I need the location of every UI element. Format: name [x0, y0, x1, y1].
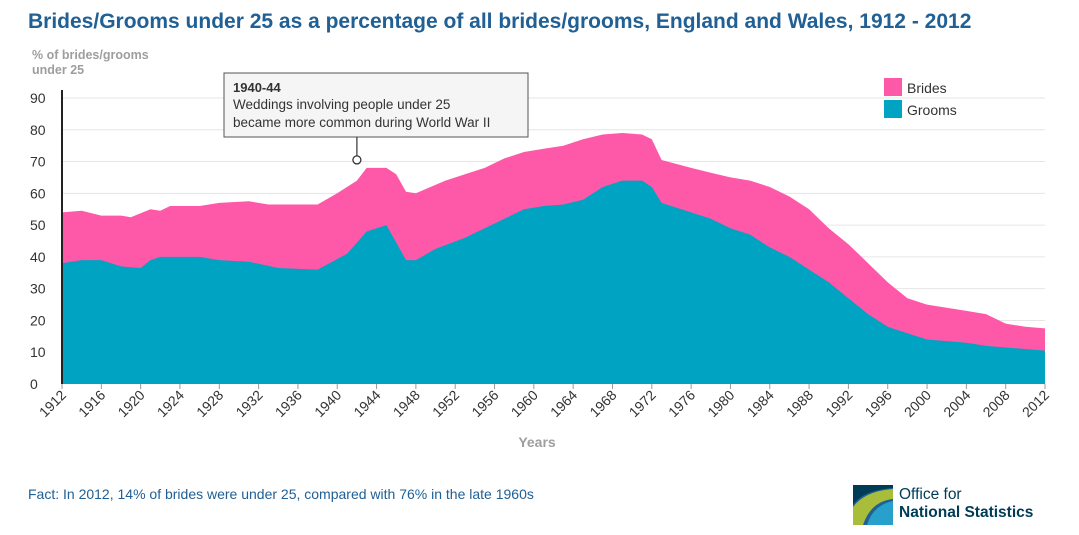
x-tick-label: 1952 — [429, 387, 462, 420]
annotation-box — [223, 72, 529, 138]
area-chart: 0 10 20 30 40 50 60 70 80 90 1912 1916 1920 1924 1928… — [30, 72, 1052, 450]
x-tick-label: 1912 — [36, 387, 69, 420]
fact-text: Fact: In 2012, 14% of brides were under … — [28, 486, 534, 502]
x-tick-label: 1992 — [822, 387, 855, 420]
annotation-line2: became more common during World War II — [233, 115, 490, 130]
ons-logo: Office for National Statistics — [853, 485, 1053, 527]
x-tick-label: 1920 — [114, 387, 147, 420]
x-tick-label: 1956 — [468, 387, 501, 420]
legend: Brides Grooms — [884, 78, 957, 118]
y-axis-label: % of brides/grooms under 25 — [32, 48, 202, 78]
x-tick-label: 1924 — [154, 387, 187, 420]
legend-label-brides: Brides — [907, 80, 947, 96]
x-tick-label: 1944 — [350, 387, 383, 420]
y-tick-label: 0 — [30, 376, 38, 392]
annotation-line1: Weddings involving people under 25 — [233, 97, 450, 112]
ons-logo-icon — [853, 485, 893, 525]
ons-logo-line2: National Statistics — [899, 504, 1034, 521]
y-axis-ticks: 0 10 20 30 40 50 60 70 80 90 — [30, 90, 46, 392]
x-tick-label: 1996 — [861, 387, 894, 420]
legend-swatch-grooms — [884, 100, 902, 118]
chart-title: Brides/Grooms under 25 as a percentage o… — [28, 10, 972, 33]
x-tick-label: 1988 — [783, 387, 816, 420]
x-tick-label: 1976 — [665, 387, 698, 420]
x-tick-label: 1940 — [311, 387, 344, 420]
x-tick-label: 1980 — [704, 387, 737, 420]
x-tick-label: 2000 — [901, 387, 934, 420]
y-axis-label-line2: under 25 — [32, 63, 85, 77]
legend-label-grooms: Grooms — [907, 102, 957, 118]
x-tick-label: 1964 — [547, 387, 580, 420]
y-axis-label-line1: % of brides/grooms — [32, 48, 149, 62]
annotation-title: 1940-44 — [233, 80, 281, 95]
x-tick-label: 2012 — [1019, 387, 1052, 420]
y-tick-label: 90 — [30, 90, 46, 106]
y-tick-label: 50 — [30, 217, 46, 233]
x-tick-label: 1928 — [193, 387, 226, 420]
x-tick-label: 2008 — [979, 387, 1012, 420]
x-tick-label: 2004 — [940, 387, 973, 420]
x-tick-label: 1936 — [272, 387, 305, 420]
ons-logo-line1: Office for — [899, 486, 962, 503]
grooms-area — [62, 180, 1045, 384]
ons-logo-text: Office for National Statistics — [899, 485, 1033, 522]
x-tick-label: 1984 — [744, 387, 777, 420]
y-tick-label: 40 — [30, 249, 46, 265]
y-tick-label: 60 — [30, 185, 46, 201]
x-tick-label: 1932 — [232, 387, 265, 420]
annotation-callout: 1940-44 Weddings involving people under … — [223, 72, 529, 165]
x-tick-label: 1948 — [390, 387, 423, 420]
x-tick-label: 1968 — [586, 387, 619, 420]
x-axis-ticks: 1912 1916 1920 1924 1928 1932 1936 1940 1944 1948… — [36, 384, 1052, 420]
legend-swatch-brides — [884, 78, 902, 96]
y-tick-label: 30 — [30, 281, 46, 297]
y-tick-label: 80 — [30, 122, 46, 138]
y-tick-label: 70 — [30, 154, 46, 170]
y-tick-label: 20 — [30, 312, 46, 328]
x-axis-title: Years — [518, 434, 556, 450]
x-tick-label: 1916 — [75, 387, 108, 420]
x-tick-label: 1960 — [508, 387, 541, 420]
annotation-marker — [352, 155, 362, 165]
x-tick-label: 1972 — [626, 387, 659, 420]
y-tick-label: 10 — [30, 344, 46, 360]
